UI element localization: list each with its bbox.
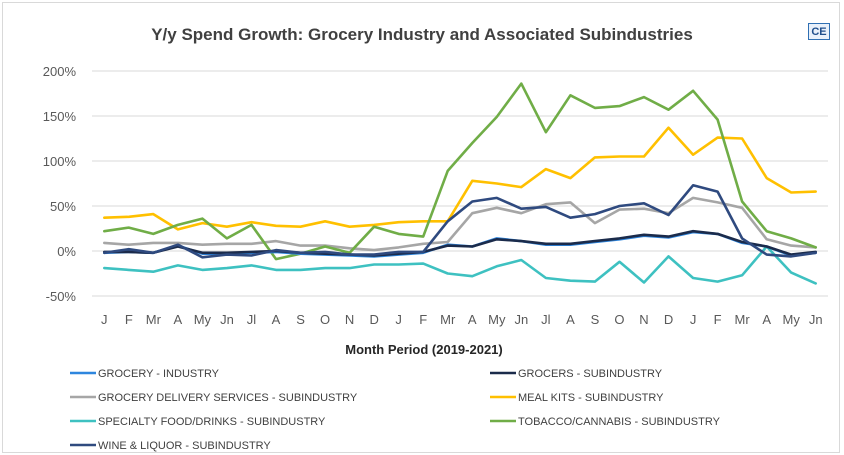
legend-label: GROCERY DELIVERY SERVICES - SUBINDUSTRY — [98, 392, 358, 404]
x-tick-label: F — [125, 312, 133, 327]
x-tick-label: A — [762, 312, 771, 327]
x-tick-label: A — [174, 312, 183, 327]
x-tick-label: D — [664, 312, 673, 327]
y-tick-label: 100% — [43, 154, 77, 169]
series-lines — [103, 82, 818, 285]
x-tick-label: O — [320, 312, 330, 327]
legend-label: SPECIALTY FOOD/DRINKS - SUBINDUSTRY — [98, 416, 326, 428]
x-tick-label: Jl — [541, 312, 551, 327]
x-tick-label: Mr — [440, 312, 456, 327]
x-tick-label: My — [488, 312, 506, 327]
chart-title: Y/y Spend Growth: Grocery Industry and A… — [151, 25, 693, 44]
y-tick-label: 0% — [57, 244, 76, 259]
x-tick-label: S — [296, 312, 305, 327]
x-tick-label: My — [783, 312, 801, 327]
series-line-3 — [103, 126, 818, 231]
x-tick-label: A — [272, 312, 281, 327]
y-axis-ticks: 200% 150% 100% 50% 0% -50% — [43, 64, 77, 304]
ce-logo: CE — [808, 23, 830, 40]
legend-label: GROCERS - SUBINDUSTRY — [518, 368, 663, 380]
legend: GROCERY - INDUSTRY GROCERS - SUBINDUSTRY G… — [70, 368, 721, 452]
legend-label: GROCERY - INDUSTRY — [98, 368, 220, 380]
x-tick-label: N — [345, 312, 354, 327]
legend-label: WINE & LIQUOR - SUBINDUSTRY — [98, 440, 271, 452]
x-tick-label: S — [591, 312, 600, 327]
x-tick-label: O — [614, 312, 624, 327]
x-tick-label: N — [639, 312, 648, 327]
x-tick-label: Jn — [220, 312, 234, 327]
y-tick-label: 50% — [50, 199, 76, 214]
x-tick-label: A — [468, 312, 477, 327]
x-tick-label: F — [714, 312, 722, 327]
x-tick-label: J — [101, 312, 108, 327]
x-tick-label: Mr — [735, 312, 751, 327]
x-tick-label: D — [369, 312, 378, 327]
legend-label: TOBACCO/CANNABIS - SUBINDUSTRY — [518, 416, 721, 428]
x-axis-ticks: J F Mr A My Jn Jl A S O N D J F Mr A My Jn Jl A S O N D J F Mr A My J… — [101, 312, 823, 327]
x-tick-label: Jn — [514, 312, 528, 327]
x-tick-label: Mr — [146, 312, 162, 327]
x-tick-label: My — [194, 312, 212, 327]
series-line-4 — [103, 245, 818, 285]
series-line-1 — [103, 229, 818, 257]
series-line-5 — [103, 82, 818, 261]
x-axis-label: Month Period (2019-2021) — [345, 342, 503, 357]
x-tick-label: A — [566, 312, 575, 327]
y-tick-label: -50% — [46, 289, 77, 304]
x-tick-label: J — [690, 312, 697, 327]
series-line-2 — [103, 196, 818, 252]
gridlines — [92, 70, 828, 297]
y-tick-label: 150% — [43, 109, 77, 124]
x-tick-label: F — [419, 312, 427, 327]
legend-label: MEAL KITS - SUBINDUSTRY — [518, 392, 664, 404]
x-tick-label: Jl — [247, 312, 257, 327]
x-tick-label: J — [395, 312, 402, 327]
series-line-6 — [103, 184, 818, 259]
y-tick-label: 200% — [43, 64, 77, 79]
x-tick-label: Jn — [809, 312, 823, 327]
